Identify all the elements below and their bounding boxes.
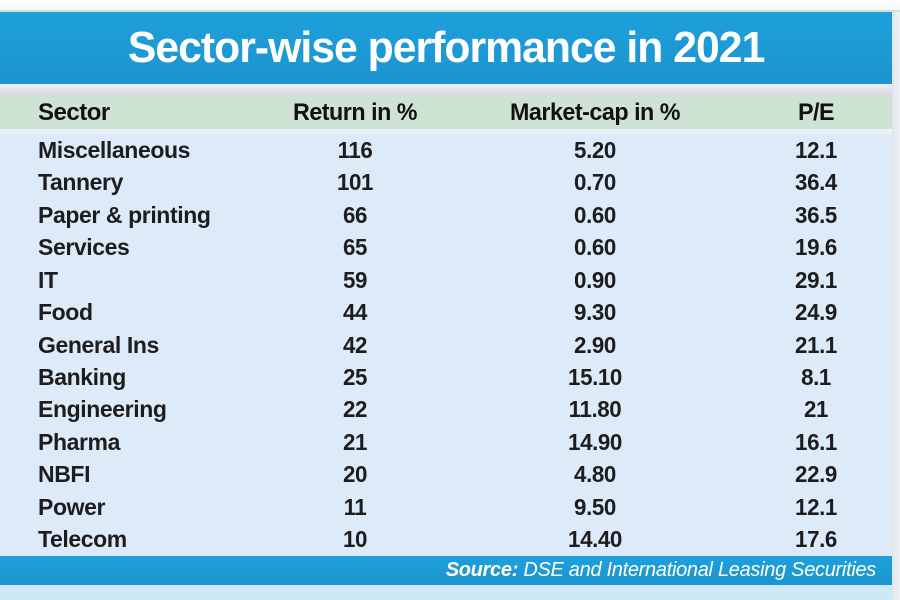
bottom-margin-strip	[0, 585, 892, 600]
return-cell: 22	[342, 396, 368, 423]
sector-cell: Pharma	[38, 428, 120, 455]
pe-cell: 22.9	[795, 461, 837, 488]
column-header-marketcap: Market-cap in %	[510, 98, 680, 126]
pe-cell: 24.9	[795, 299, 837, 326]
table-row: Telecom 10 14.40 17.6	[0, 524, 892, 556]
column-header-pe: P/E	[797, 98, 835, 126]
pe-cell: 21.1	[795, 331, 837, 358]
sector-cell: Food	[38, 299, 93, 326]
return-cell: 116	[337, 136, 373, 163]
table-row: Tannery 101 0.70 36.4	[0, 166, 892, 198]
return-cell: 11	[343, 493, 367, 520]
marketcap-cell: 14.40	[568, 526, 622, 553]
marketcap-cell: 5.20	[574, 136, 616, 163]
table-row: Paper & printing 66 0.60 36.5	[0, 199, 892, 231]
sector-cell: Power	[38, 493, 106, 520]
marketcap-cell: 4.80	[574, 461, 616, 488]
return-cell: 10	[342, 526, 368, 553]
sector-cell: Services	[38, 234, 130, 261]
marketcap-cell: 2.90	[574, 331, 616, 358]
column-header-sector: Sector	[38, 98, 110, 126]
pe-cell: 29.1	[795, 266, 837, 293]
pe-cell: 36.5	[795, 201, 837, 228]
pe-cell: 19.6	[795, 234, 837, 261]
pe-cell: 12.1	[795, 136, 837, 163]
pe-cell: 21	[803, 396, 829, 423]
title-divider	[0, 84, 892, 96]
header-body-gap	[0, 129, 892, 134]
sector-cell: IT	[38, 266, 58, 293]
return-cell: 59	[342, 266, 368, 293]
return-cell: 20	[342, 461, 368, 488]
pe-cell: 36.4	[795, 169, 837, 196]
table-row: IT 59 0.90 29.1	[0, 264, 892, 296]
sector-cell: Telecom	[38, 526, 127, 553]
return-cell: 65	[342, 234, 368, 261]
table-row: NBFI 20 4.80 22.9	[0, 459, 892, 491]
marketcap-cell: 9.50	[574, 493, 616, 520]
table-row: Food 44 9.30 24.9	[0, 296, 892, 328]
table-row: Engineering 22 11.80 21	[0, 394, 892, 426]
sector-cell: NBFI	[38, 461, 91, 488]
sector-cell: Paper & printing	[38, 201, 211, 228]
return-cell: 21	[342, 428, 368, 455]
page-title: Sector-wise performance in 2021	[127, 23, 765, 72]
right-edge-strip	[892, 12, 900, 600]
table-body: Miscellaneous 116 5.20 12.1 Tannery 101 …	[0, 134, 892, 556]
pe-cell: 17.6	[795, 526, 837, 553]
source-text: DSE and International Leasing Securities	[518, 559, 876, 581]
table-row: Services 65 0.60 19.6	[0, 231, 892, 263]
marketcap-cell: 0.60	[574, 201, 616, 228]
marketcap-cell: 9.30	[574, 299, 616, 326]
source-label: Source:	[445, 559, 519, 581]
marketcap-cell: 15.10	[568, 364, 622, 391]
table-row: Power 11 9.50 12.1	[0, 491, 892, 523]
return-cell: 66	[342, 201, 368, 228]
sector-cell: Miscellaneous	[38, 136, 191, 163]
return-cell: 101	[336, 169, 374, 196]
sector-cell: Tannery	[38, 169, 123, 196]
return-cell: 25	[342, 364, 368, 391]
marketcap-cell: 11.80	[568, 396, 622, 423]
source-bar: Source: DSE and International Leasing Se…	[0, 556, 892, 585]
marketcap-cell: 0.70	[574, 169, 616, 196]
top-margin-strip	[0, 0, 900, 12]
pe-cell: 16.1	[795, 428, 837, 455]
marketcap-cell: 0.60	[574, 234, 616, 261]
marketcap-cell: 0.90	[574, 266, 616, 293]
table-row: Miscellaneous 116 5.20 12.1	[0, 134, 892, 166]
return-cell: 44	[342, 299, 368, 326]
sector-cell: Banking	[38, 364, 126, 391]
table-row: General Ins 42 2.90 21.1	[0, 329, 892, 361]
table-row: Pharma 21 14.90 16.1	[0, 426, 892, 458]
pe-cell: 8.1	[801, 364, 831, 391]
return-cell: 42	[342, 331, 368, 358]
column-header-return: Return in %	[292, 98, 418, 126]
sector-cell: General Ins	[38, 331, 159, 358]
title-bar: Sector-wise performance in 2021	[0, 12, 892, 84]
marketcap-cell: 14.90	[568, 428, 622, 455]
table-row: Banking 25 15.10 8.1	[0, 361, 892, 393]
sector-cell: Engineering	[38, 396, 167, 423]
pe-cell: 12.1	[795, 493, 837, 520]
table-header-row: Sector Return in % Market-cap in % P/E	[0, 96, 892, 129]
